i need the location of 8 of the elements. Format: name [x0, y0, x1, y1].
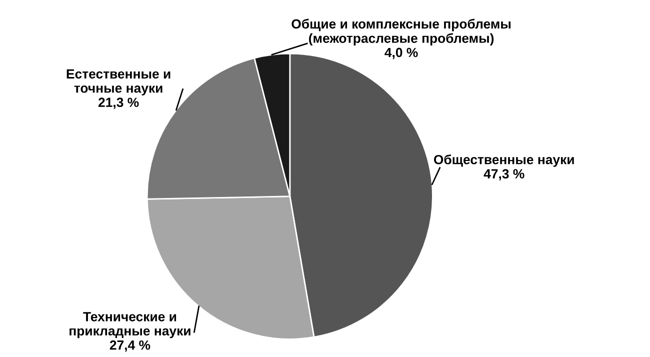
data-label: 27,4 % — [110, 340, 150, 352]
slice-label: Общественные науки — [434, 154, 574, 167]
slice-label: Естественные и точные науки — [66, 69, 170, 96]
slice-label: Общие и комплексные проблемы (межотраслевые проблемы) — [292, 18, 511, 46]
data-label: 47,3 % — [484, 169, 524, 180]
slice-label: Технические и прикладные науки — [70, 312, 190, 338]
data-label: 4,0 % — [384, 48, 418, 60]
data-label: 21,3 % — [98, 98, 139, 109]
